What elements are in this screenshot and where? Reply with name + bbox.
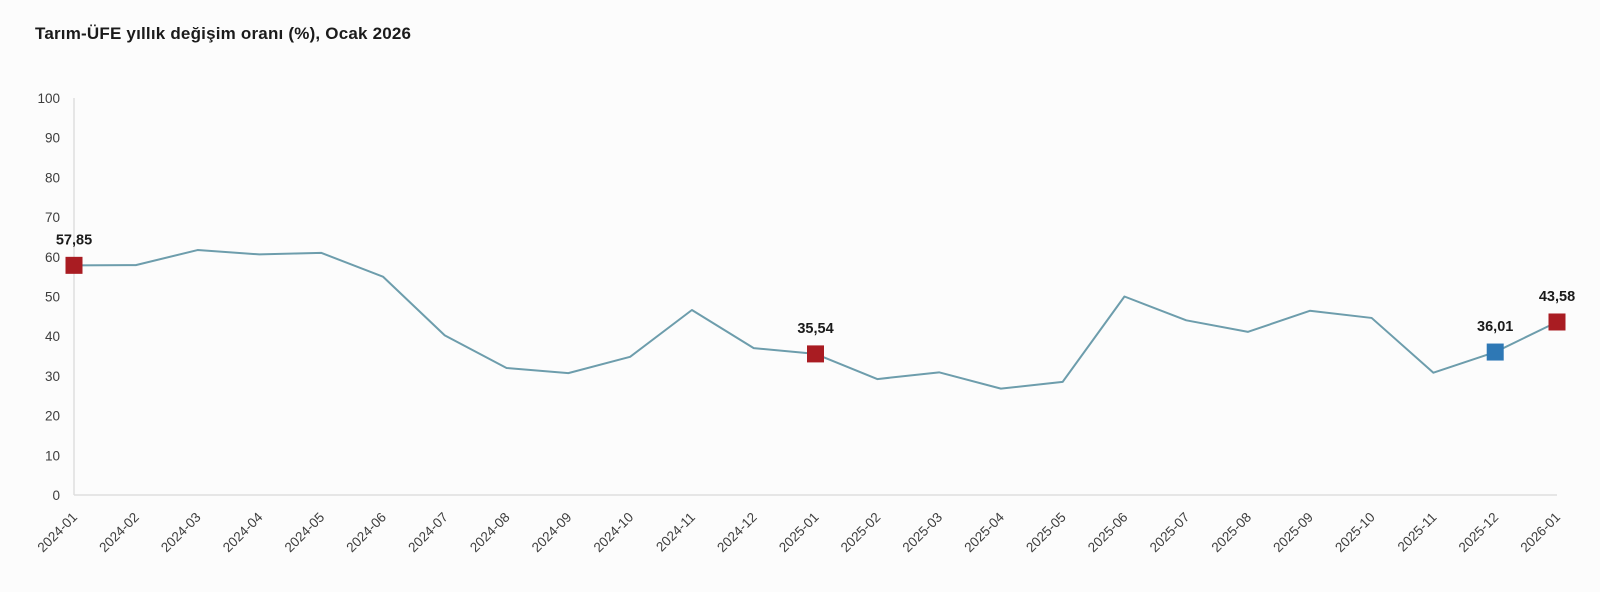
x-tick-label: 2025-03 xyxy=(900,510,946,556)
x-tick-label: 2024-11 xyxy=(653,510,698,555)
x-tick-label: 2024-04 xyxy=(220,509,266,555)
y-tick-label: 90 xyxy=(45,131,60,146)
data-point-marker-2024-01 xyxy=(65,256,83,274)
data-point-label-2025-01: 35,54 xyxy=(797,321,833,337)
x-tick-label: 2024-06 xyxy=(343,510,389,556)
x-tick-label: 2025-10 xyxy=(1332,510,1378,556)
y-tick-label: 50 xyxy=(45,290,60,305)
y-tick-label: 60 xyxy=(45,250,60,265)
data-point-label-2025-12: 36,01 xyxy=(1477,319,1513,335)
y-tick-label: 40 xyxy=(45,329,60,344)
x-tick-label: 2024-01 xyxy=(34,510,80,556)
x-tick-label: 2024-07 xyxy=(405,510,451,556)
chart-title: Tarım-ÜFE yıllık değişim oranı (%), Ocak… xyxy=(35,24,412,43)
x-tick-label: 2024-10 xyxy=(591,510,637,556)
x-tick-label: 2024-05 xyxy=(282,510,328,556)
data-point-marker-2025-12 xyxy=(1486,343,1504,361)
x-tick-label: 2025-06 xyxy=(1085,510,1131,556)
x-tick-label: 2025-08 xyxy=(1209,510,1255,556)
x-tick-label: 2025-07 xyxy=(1147,510,1193,556)
x-tick-label: 2025-09 xyxy=(1270,510,1316,556)
data-line xyxy=(73,249,1558,390)
x-tick-label: 2025-05 xyxy=(1023,510,1069,556)
x-tick-label: 2025-11 xyxy=(1395,510,1440,555)
y-tick-label: 0 xyxy=(52,488,60,503)
x-tick-label: 2026-01 xyxy=(1517,510,1563,556)
x-tick-label: 2025-02 xyxy=(838,510,884,556)
y-tick-label: 10 xyxy=(45,448,60,463)
x-tick-label: 2024-02 xyxy=(96,510,142,556)
x-tick-label: 2025-01 xyxy=(776,510,822,556)
x-tick-label: 2025-04 xyxy=(961,509,1007,555)
y-tick-label: 30 xyxy=(45,369,60,384)
data-point-marker-2026-01 xyxy=(1548,313,1566,331)
x-tick-label: 2024-08 xyxy=(467,510,513,556)
x-tick-label: 2024-12 xyxy=(714,510,760,556)
x-tick-label: 2024-09 xyxy=(529,510,575,556)
x-tick-label: 2025-12 xyxy=(1456,510,1502,556)
data-point-marker-2025-01 xyxy=(807,345,824,363)
y-tick-label: 70 xyxy=(45,210,60,225)
y-tick-label: 80 xyxy=(45,170,60,185)
data-point-label-2026-01: 43,58 xyxy=(1539,289,1575,305)
data-point-label-2024-01: 57,85 xyxy=(56,232,92,248)
x-tick-label: 2024-03 xyxy=(158,510,204,556)
y-tick-label: 100 xyxy=(37,91,60,106)
y-tick-label: 20 xyxy=(45,409,60,424)
